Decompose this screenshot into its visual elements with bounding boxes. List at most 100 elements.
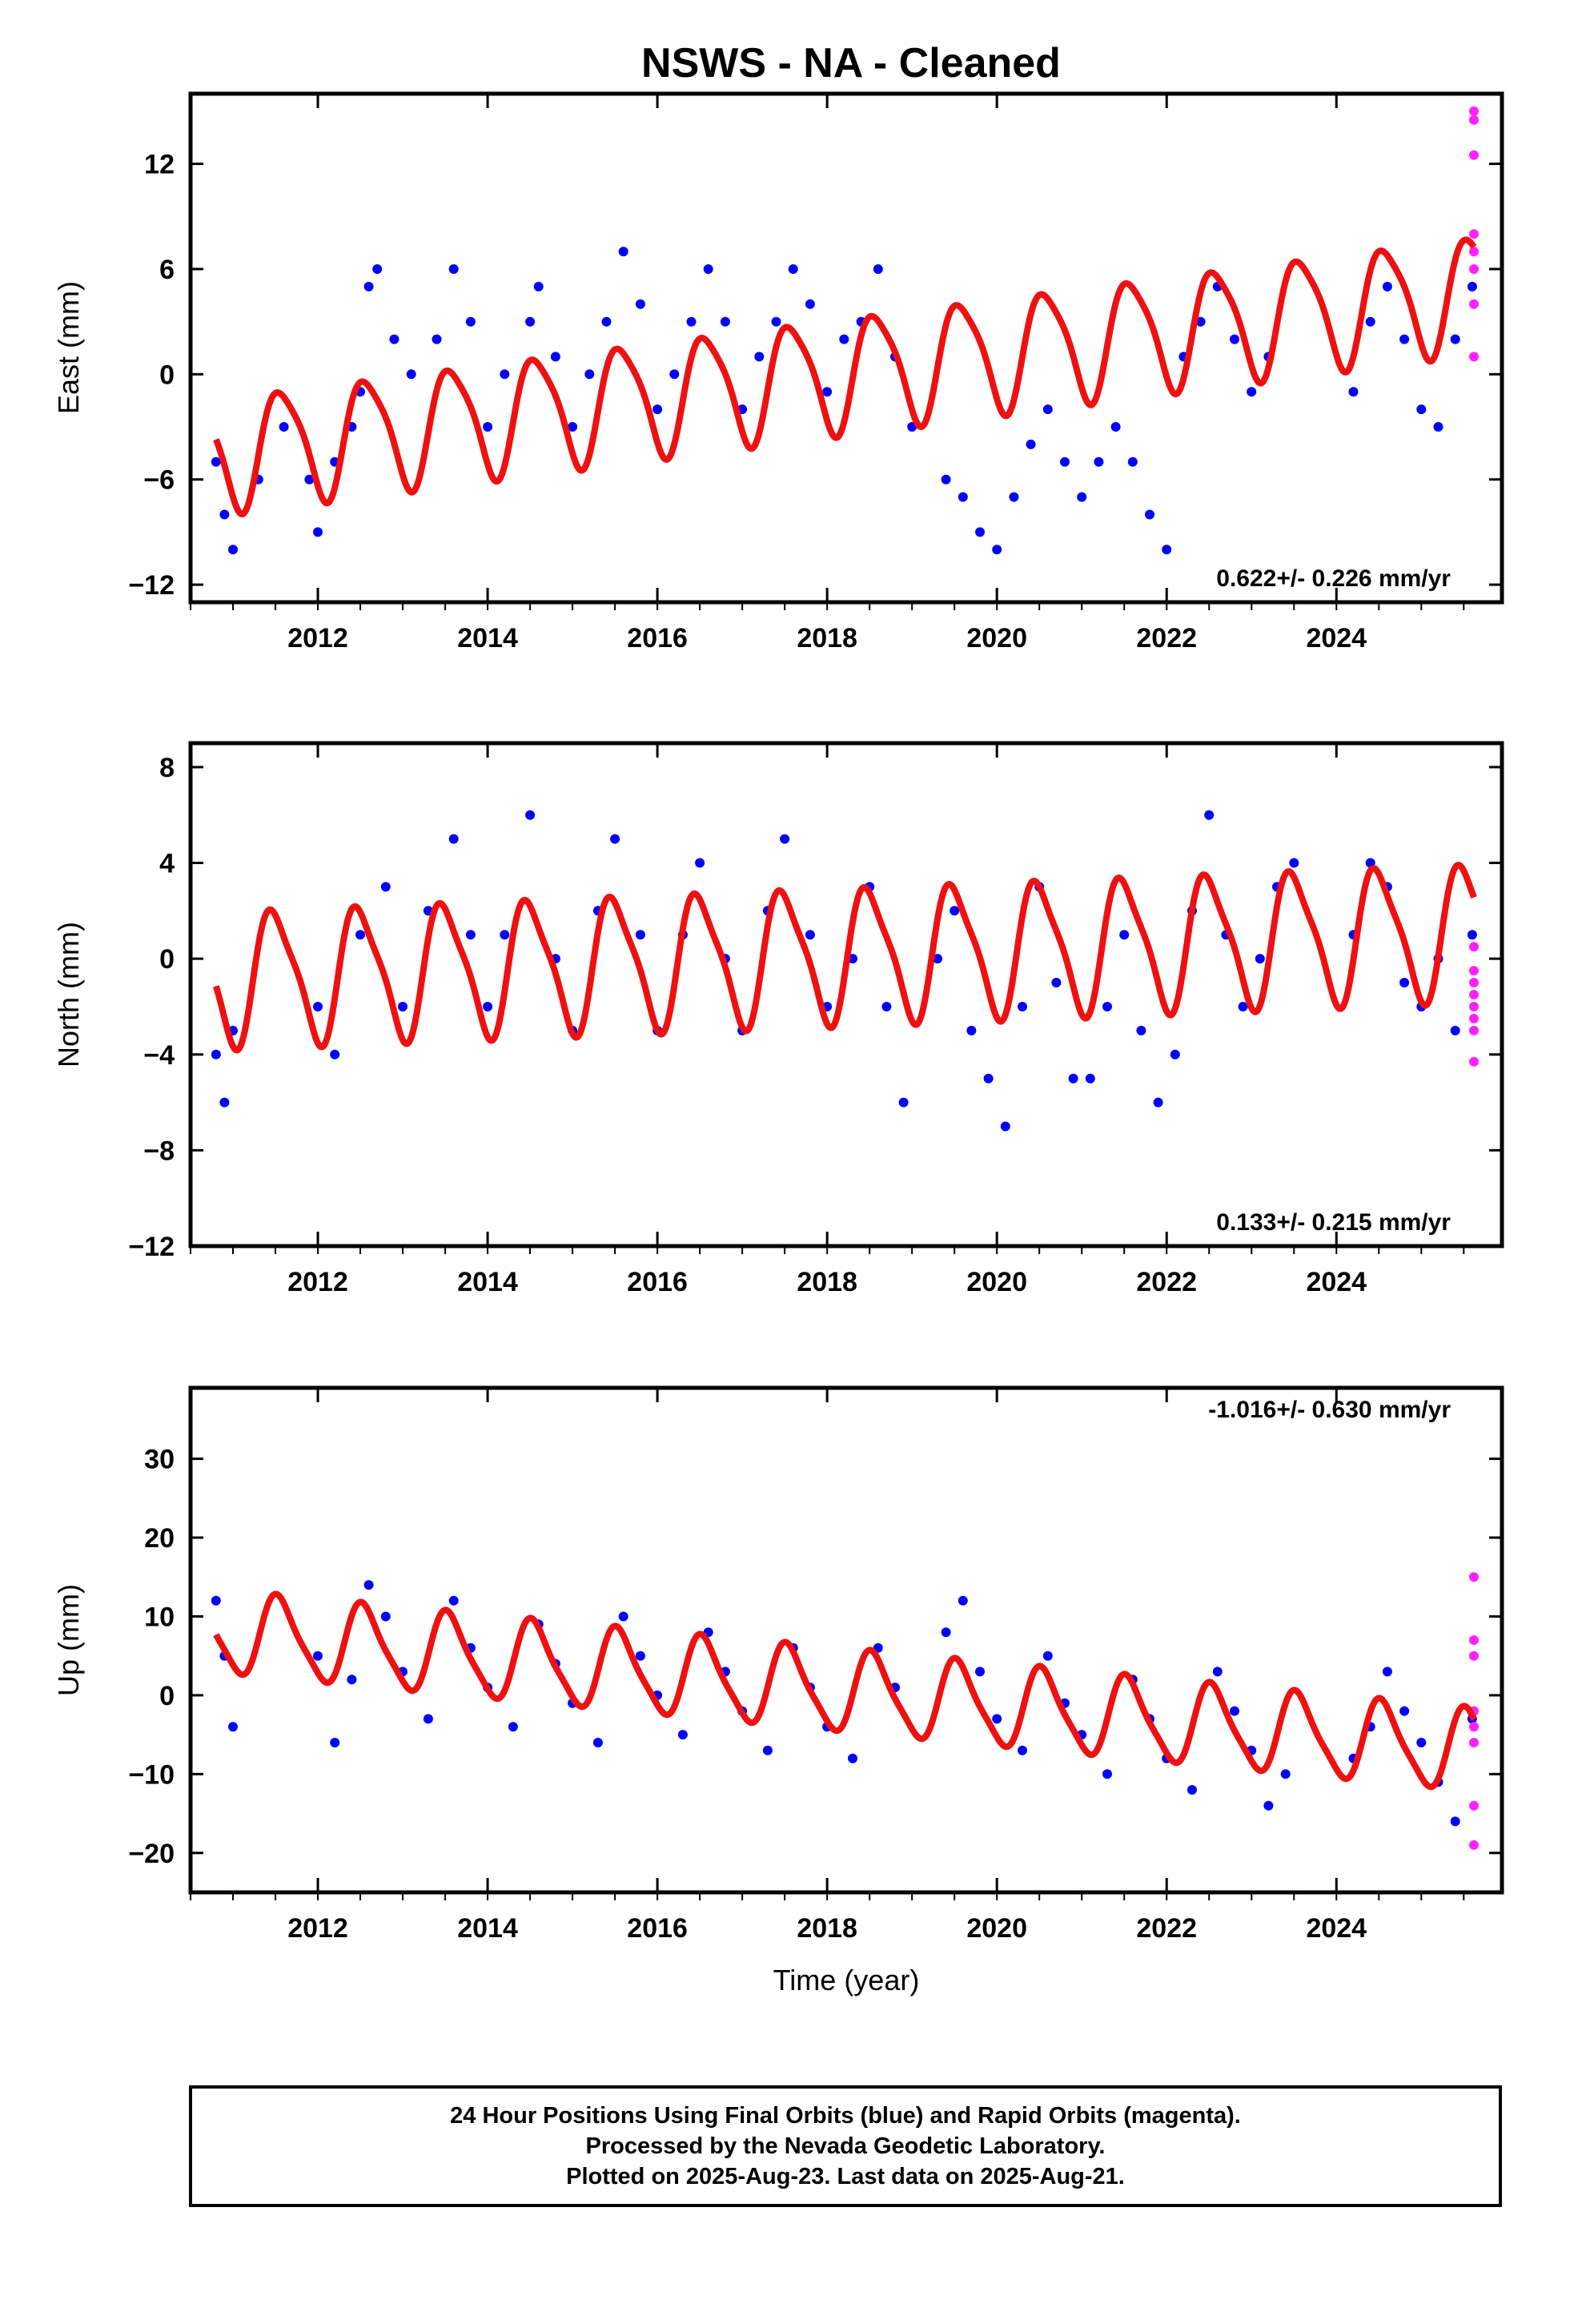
final-orbit-point [1102,1002,1112,1011]
final-orbit-point [805,930,815,940]
y-tick-label: 0 [159,944,175,975]
final-orbit-point [1450,1816,1460,1827]
final-orbit-point [1230,1706,1239,1716]
rapid-orbit-point [1469,966,1479,976]
final-orbit-point [601,316,612,327]
final-orbit-point [618,247,628,257]
final-orbit-point [1467,930,1477,940]
final-orbit-point [983,1073,994,1084]
final-orbit-point [1068,1073,1078,1084]
final-orbit-point [1119,930,1130,940]
panel-up: −20 −10 0 10 20 30 2012 2014 2016 2018 2020 2022 202… [52,1385,1504,1944]
final-orbit-point [389,334,400,344]
final-orbit-point [881,1002,892,1011]
y-tick-label: 0 [159,360,175,390]
final-orbit-point [873,264,883,274]
y-tick-label: 0 [159,1681,175,1711]
final-orbit-point [211,1049,221,1059]
y-tick-label: 20 [144,1523,175,1554]
final-orbit-point [432,334,442,344]
rapid-orbit-point [1469,1025,1479,1035]
final-orbit-point [1399,978,1410,987]
y-tick-label: −12 [128,1232,175,1262]
x-tick-label: 2024 [1306,1267,1367,1297]
chart-title: NSWS - NA - Cleaned [641,40,1061,86]
final-orbit-point [211,1595,221,1606]
final-orbit-point [1042,1651,1053,1661]
final-orbit-point [372,264,383,274]
final-orbit-point [380,1611,391,1622]
final-orbit-point [525,316,536,327]
footer-caption-box: 24 Hour Positions Using Final Orbits (bl… [189,2085,1502,2207]
final-orbit-point [550,352,560,362]
y-axis-label: Up (mm) [52,1584,85,1696]
final-orbit-point [1467,281,1477,292]
final-orbit-point [1187,1785,1197,1795]
final-orbit-point [1230,334,1239,344]
final-orbit-point [304,474,315,485]
x-tick-label: 2022 [1136,1267,1197,1297]
x-tick-label: 2012 [287,623,348,653]
final-orbit-point [584,369,595,380]
final-orbit-point [423,1714,433,1724]
final-orbit-point [1416,404,1427,415]
x-tick-label: 2016 [627,1913,688,1944]
y-tick-label: −12 [128,570,175,601]
x-tick-label: 2022 [1136,623,1197,653]
final-orbit-point [313,1651,323,1661]
final-orbit-point [508,1722,518,1732]
final-orbit-point [1000,1121,1010,1132]
final-orbit-point [762,1745,773,1755]
data-layer [211,106,1479,555]
final-orbit-point [720,316,730,327]
final-orbit-point [313,1002,323,1011]
final-orbit-point [1263,1800,1274,1811]
rapid-orbit-point [1469,990,1479,999]
tick-layer: −12 −8 −4 0 4 8 2012 2014 2016 2018 2020 2022 2024 [128,743,1502,1297]
final-orbit-point [686,316,697,327]
x-tick-label: 2018 [797,1267,857,1297]
rapid-orbit-point [1469,1722,1479,1732]
x-tick-label: 2018 [797,1913,857,1944]
final-orbit-point [406,369,416,380]
final-orbit-point [219,1097,230,1108]
final-orbit-point [398,1002,408,1011]
x-tick-label: 2012 [287,1267,348,1297]
rapid-orbit-point [1469,1738,1479,1747]
plot-frame [188,741,1504,1248]
final-orbit-point [313,527,323,537]
final-orbit-point [1399,1706,1410,1716]
y-tick-label: 4 [159,849,175,879]
final-orbit-point [1289,858,1299,868]
final-orbit-point [1382,281,1392,292]
final-orbit-point [500,369,510,380]
rapid-orbit-point [1469,1635,1479,1645]
final-orbit-point [1450,334,1460,344]
y-tick-label: −8 [143,1136,175,1166]
y-tick-label: −10 [128,1759,175,1790]
final-orbit-point [1018,1002,1027,1011]
panel-east: −12 −6 0 6 12 2012 2014 2016 2018 2020 2022 2024 Ea… [52,91,1504,653]
tick-layer: −20 −10 0 10 20 30 2012 2014 2016 2018 2020 2022 202… [128,1388,1502,1944]
rapid-orbit-point [1469,1056,1479,1067]
final-orbit-point [839,334,849,344]
final-orbit-point [958,492,968,502]
final-orbit-point [1077,492,1087,502]
final-orbit-point [805,299,815,309]
final-orbit-point [958,1595,968,1606]
rapid-orbit-point [1469,1800,1479,1811]
y-tick-label: 12 [144,150,175,180]
final-orbit-point [610,834,620,844]
final-orbit-point [228,545,238,555]
rapid-orbit-point [1469,1002,1479,1011]
final-orbit-point [941,474,951,485]
model-fit-line [213,236,1477,517]
final-orbit-point [652,404,663,415]
final-orbit-point [635,1651,645,1661]
rapid-orbit-point [1469,115,1479,125]
final-orbit-point [992,545,1002,555]
final-orbit-point [228,1722,238,1732]
final-orbit-point [975,1667,985,1677]
y-tick-label: −20 [128,1839,175,1869]
